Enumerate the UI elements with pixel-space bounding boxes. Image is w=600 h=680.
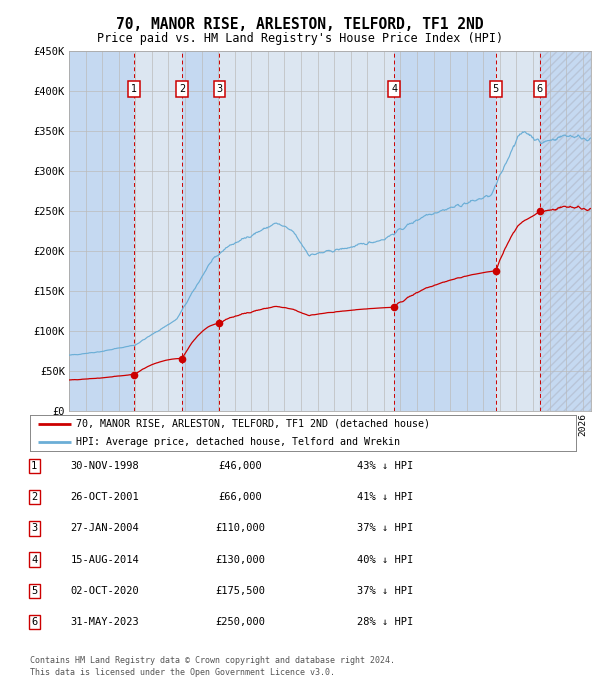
Bar — [182, 51, 220, 411]
Text: £130,000: £130,000 — [215, 555, 265, 564]
Text: This data is licensed under the Open Government Licence v3.0.: This data is licensed under the Open Gov… — [30, 668, 335, 677]
Text: £250,000: £250,000 — [215, 617, 265, 627]
Bar — [69, 51, 134, 411]
Bar — [394, 51, 496, 411]
Text: 5: 5 — [493, 84, 499, 94]
Text: 26-OCT-2001: 26-OCT-2001 — [71, 492, 139, 502]
Text: £46,000: £46,000 — [218, 461, 262, 471]
Text: 37% ↓ HPI: 37% ↓ HPI — [357, 524, 413, 533]
Text: 3: 3 — [217, 84, 223, 94]
Bar — [134, 51, 182, 411]
Text: 70, MANOR RISE, ARLESTON, TELFORD, TF1 2ND: 70, MANOR RISE, ARLESTON, TELFORD, TF1 2… — [116, 17, 484, 32]
Text: 4: 4 — [391, 84, 397, 94]
Text: 27-JAN-2004: 27-JAN-2004 — [71, 524, 139, 533]
Text: £66,000: £66,000 — [218, 492, 262, 502]
Bar — [496, 51, 540, 411]
Text: 02-OCT-2020: 02-OCT-2020 — [71, 586, 139, 596]
Text: 41% ↓ HPI: 41% ↓ HPI — [357, 492, 413, 502]
Text: 6: 6 — [31, 617, 37, 627]
Text: 37% ↓ HPI: 37% ↓ HPI — [357, 586, 413, 596]
Text: 31-MAY-2023: 31-MAY-2023 — [71, 617, 139, 627]
Text: 4: 4 — [31, 555, 37, 564]
Bar — [540, 51, 591, 411]
Bar — [540, 51, 591, 411]
Text: 6: 6 — [537, 84, 543, 94]
Text: 43% ↓ HPI: 43% ↓ HPI — [357, 461, 413, 471]
Text: 1: 1 — [131, 84, 137, 94]
Text: £110,000: £110,000 — [215, 524, 265, 533]
Text: 30-NOV-1998: 30-NOV-1998 — [71, 461, 139, 471]
Text: 70, MANOR RISE, ARLESTON, TELFORD, TF1 2ND (detached house): 70, MANOR RISE, ARLESTON, TELFORD, TF1 2… — [76, 419, 430, 429]
Text: 1: 1 — [31, 461, 37, 471]
Text: £175,500: £175,500 — [215, 586, 265, 596]
Text: 15-AUG-2014: 15-AUG-2014 — [71, 555, 139, 564]
Text: 28% ↓ HPI: 28% ↓ HPI — [357, 617, 413, 627]
Text: 5: 5 — [31, 586, 37, 596]
Text: Price paid vs. HM Land Registry's House Price Index (HPI): Price paid vs. HM Land Registry's House … — [97, 32, 503, 45]
Text: 2: 2 — [31, 492, 37, 502]
Bar — [220, 51, 394, 411]
Text: HPI: Average price, detached house, Telford and Wrekin: HPI: Average price, detached house, Telf… — [76, 437, 400, 447]
Text: 3: 3 — [31, 524, 37, 533]
Text: 2: 2 — [179, 84, 185, 94]
Text: 40% ↓ HPI: 40% ↓ HPI — [357, 555, 413, 564]
Text: Contains HM Land Registry data © Crown copyright and database right 2024.: Contains HM Land Registry data © Crown c… — [30, 656, 395, 665]
